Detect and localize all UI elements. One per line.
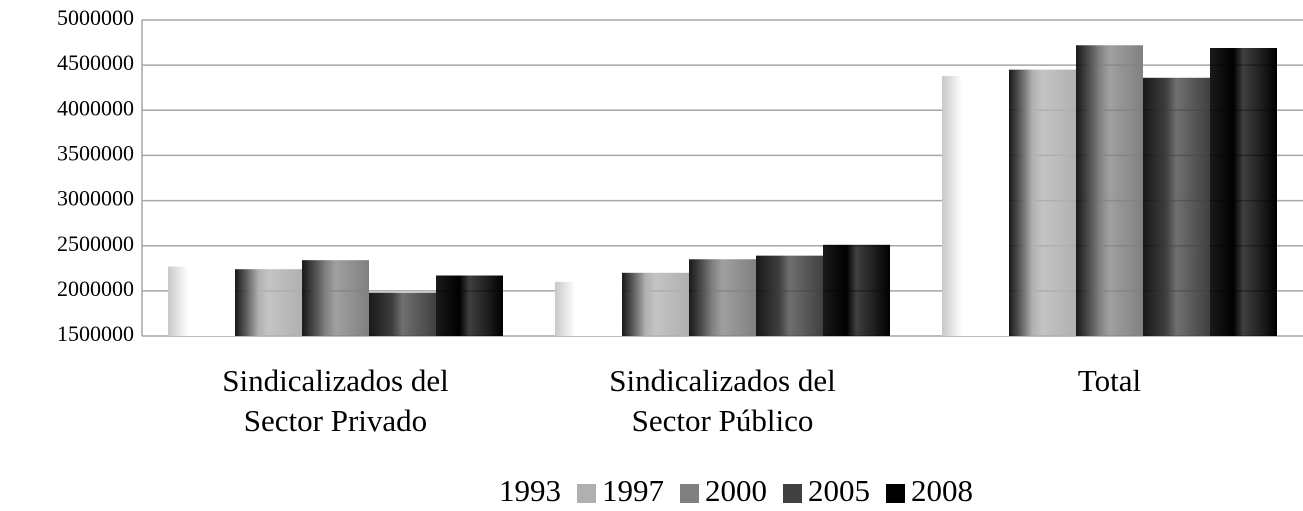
bar	[942, 75, 1009, 336]
bar	[756, 255, 823, 336]
legend-swatch	[886, 484, 905, 503]
legend: 1993 1997 2000 2005 2008	[474, 473, 973, 508]
x-tick-label: Sindicalizados del Sector Privado	[222, 363, 448, 438]
x-tick-label: Total	[1078, 363, 1141, 398]
y-tick-label: 3000000	[57, 186, 134, 211]
legend-label: 1993	[499, 473, 561, 508]
bar	[168, 266, 235, 336]
y-tick-label: 1500000	[57, 321, 134, 346]
legend-label: 1997	[602, 473, 664, 508]
legend-swatch	[783, 484, 802, 503]
legend-swatch	[680, 484, 699, 503]
legend-label: 2000	[705, 473, 767, 508]
bar	[689, 259, 756, 336]
y-tick-label: 3500000	[57, 140, 134, 165]
bar	[1076, 45, 1143, 336]
x-tick-label: Sindicalizados del Sector Público	[609, 363, 835, 438]
bar	[369, 292, 436, 336]
bar	[235, 269, 302, 336]
bar	[1143, 77, 1210, 336]
y-tick-label: 4500000	[57, 50, 134, 75]
bar	[555, 281, 622, 336]
legend-swatch	[577, 484, 596, 503]
bar	[1210, 47, 1277, 336]
legend-swatch	[474, 484, 493, 503]
y-tick-label: 4000000	[57, 95, 134, 120]
legend-label: 2005	[808, 473, 870, 508]
bar	[1009, 69, 1076, 337]
bar	[436, 275, 503, 336]
y-tick-label: 2500000	[57, 231, 134, 256]
bar	[622, 272, 689, 336]
legend-label: 2008	[911, 473, 973, 508]
y-tick-label: 5000000	[57, 5, 134, 30]
bar	[823, 244, 890, 336]
bar	[302, 260, 369, 336]
y-tick-label: 2000000	[57, 276, 134, 301]
